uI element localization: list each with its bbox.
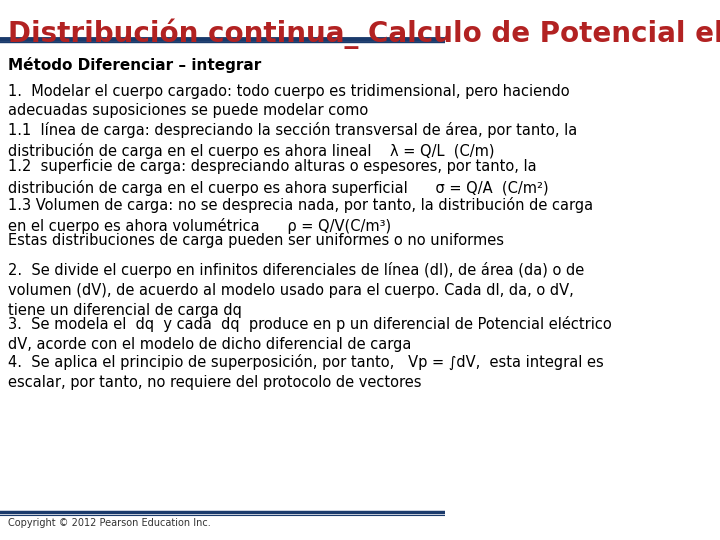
Text: 1.3 Volumen de carga: no se desprecia nada, por tanto, la distribución de carga
: 1.3 Volumen de carga: no se desprecia na… [8, 197, 593, 234]
Text: 1.2  superficie de carga: despreciando alturas o espesores, por tanto, la
distri: 1.2 superficie de carga: despreciando al… [8, 159, 549, 195]
Text: 3.  Se modela el  dq  y cada  dq  produce en p un diferencial de Potencial eléct: 3. Se modela el dq y cada dq produce en … [8, 316, 612, 352]
Text: Distribución continua_ Calculo de Potencial eléctrico: Distribución continua_ Calculo de Potenc… [8, 19, 720, 49]
Text: Copyright © 2012 Pearson Education Inc.: Copyright © 2012 Pearson Education Inc. [8, 518, 211, 529]
Text: Método Diferenciar – integrar: Método Diferenciar – integrar [8, 57, 261, 73]
Text: 4.  Se aplica el principio de superposición, por tanto,   Vp = ∫dV,  esta integr: 4. Se aplica el principio de superposici… [8, 354, 604, 389]
Text: 1.  Modelar el cuerpo cargado: todo cuerpo es tridimensional, pero haciendo
adec: 1. Modelar el cuerpo cargado: todo cuerp… [8, 84, 570, 118]
Text: 1.1  línea de carga: despreciando la sección transversal de área, por tanto, la
: 1.1 línea de carga: despreciando la secc… [8, 122, 577, 159]
Text: Estas distribuciones de carga pueden ser uniformes o no uniformes: Estas distribuciones de carga pueden ser… [8, 233, 504, 248]
Text: 2.  Se divide el cuerpo en infinitos diferenciales de línea (dl), de área (da) o: 2. Se divide el cuerpo en infinitos dife… [8, 262, 584, 318]
